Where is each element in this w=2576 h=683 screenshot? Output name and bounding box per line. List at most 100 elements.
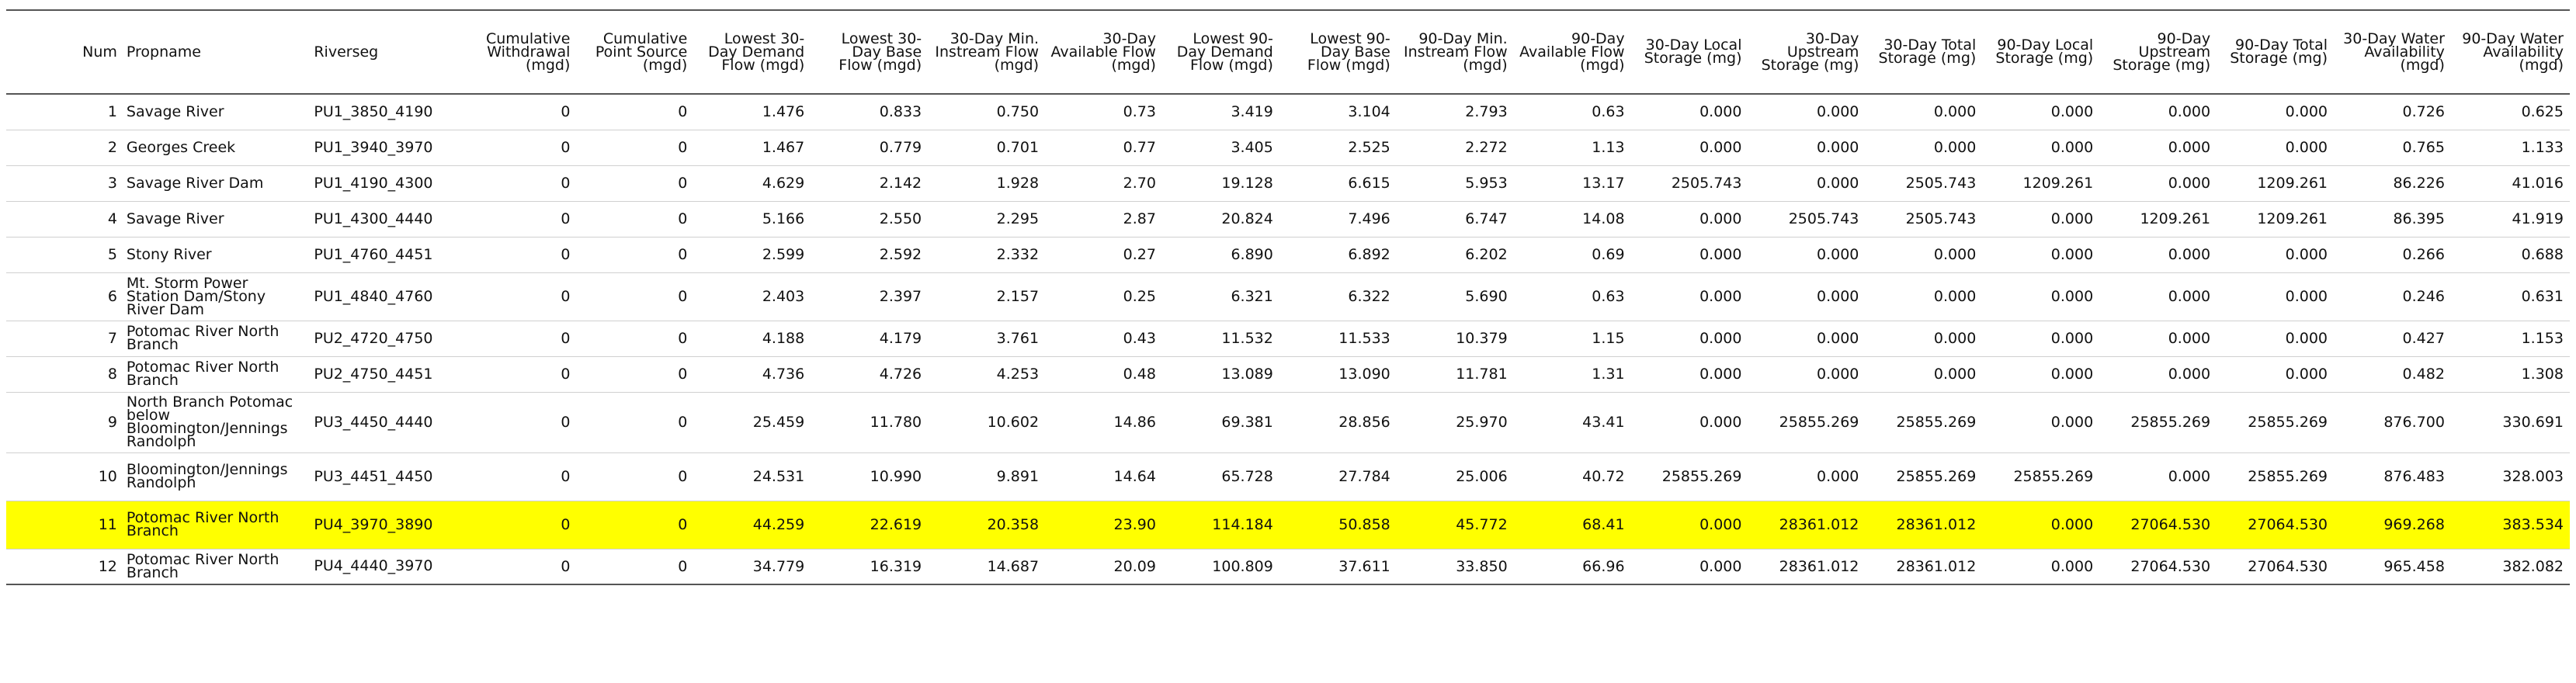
table-cell: 0.000: [1748, 130, 1866, 166]
table-cell: 50.858: [1279, 501, 1397, 550]
table-cell: Mt. Storm Power Station Dam/Stony River …: [123, 272, 311, 321]
table-cell: 2.599: [693, 237, 811, 273]
table-cell: 0.266: [2334, 237, 2451, 273]
table-cell: 0.000: [1865, 94, 1983, 130]
table-cell: 14.64: [1045, 452, 1162, 501]
column-header: Lowest 90-Day Base Flow (mgd): [1279, 9, 1397, 95]
table-cell: 13.089: [1161, 356, 1279, 393]
table-cell: 5.166: [693, 201, 811, 237]
table-cell: 0.27: [1045, 237, 1162, 273]
column-header: 90-Day Upstream Storage (mg): [2099, 9, 2217, 95]
table-cell: 2.70: [1045, 165, 1162, 202]
table-row: 8 Potomac River North Branch PU2_4750_4451…: [6, 356, 2570, 393]
table-cell: 0.000: [2217, 321, 2335, 357]
table-cell: 1.476: [693, 94, 811, 130]
table-cell: 0: [576, 356, 694, 393]
table-cell: PU3_4451_4450: [311, 452, 460, 501]
table-cell: 1.133: [2450, 130, 2570, 166]
table-row: 6 Mt. Storm Power Station Dam/Stony River…: [6, 272, 2570, 321]
table-cell: 2.525: [1279, 130, 1397, 166]
table-cell: 0: [576, 130, 694, 166]
table-cell: 0: [459, 452, 577, 501]
table-cell: 44.259: [693, 501, 811, 550]
table-cell: 328.003: [2450, 452, 2570, 501]
column-header: Cumulative Point Source (mgd): [576, 9, 694, 95]
table-cell: 0.000: [2217, 272, 2335, 321]
table-cell: 28361.012: [1748, 549, 1866, 585]
table-cell: 0: [459, 321, 577, 357]
table-cell: 383.534: [2450, 501, 2570, 550]
table-cell: 0.000: [1865, 272, 1983, 321]
column-header: 30-Day Available Flow (mgd): [1045, 9, 1162, 95]
table-row: 2 Georges Creek PU1_3940_3970 0 0 1.467 0.779 0…: [6, 130, 2570, 166]
table-cell: 0.43: [1045, 321, 1162, 357]
table-cell: 1.13: [1513, 130, 1631, 166]
table-cell: 0.000: [2099, 130, 2217, 166]
table-cell: 1.153: [2450, 321, 2570, 357]
table-cell: 2.403: [693, 272, 811, 321]
table-cell: Savage River Dam: [123, 165, 311, 202]
table-cell: 0.000: [1630, 392, 1748, 453]
table-cell: 2.592: [811, 237, 929, 273]
table-row: 4 Savage River PU1_4300_4440 0 0 5.166 2.550 2.…: [6, 201, 2570, 237]
column-header: 90-Day Available Flow (mgd): [1513, 9, 1631, 95]
column-header: 30-Day Local Storage (mg): [1630, 9, 1748, 95]
table-cell: 69.381: [1161, 392, 1279, 453]
column-header: 90-Day Min. Instream Flow (mgd): [1396, 9, 1514, 95]
table-cell: 25855.269: [1865, 392, 1983, 453]
table-cell: 14.86: [1045, 392, 1162, 453]
table-cell: 0.000: [1865, 130, 1983, 166]
table-cell: 1: [6, 94, 123, 130]
table-cell: 27064.530: [2217, 549, 2335, 585]
table-cell: 0.000: [1748, 237, 1866, 273]
column-header: Propname: [123, 9, 311, 95]
table-cell: 2.332: [928, 237, 1046, 273]
table-cell: 330.691: [2450, 392, 2570, 453]
table-cell: 2505.743: [1748, 201, 1866, 237]
table-cell: 2.157: [928, 272, 1046, 321]
table-cell: 0: [459, 392, 577, 453]
table-cell: 0.000: [1982, 201, 2100, 237]
table-cell: 0.000: [1865, 237, 1983, 273]
table-row-highlighted: 11 Potomac River North Branch PU4_3970_389…: [6, 501, 2570, 550]
table-cell: 0.77: [1045, 130, 1162, 166]
table-cell: 0.000: [1630, 549, 1748, 585]
table-cell: 0.000: [2099, 452, 2217, 501]
table-cell: 0.69: [1513, 237, 1631, 273]
table-cell: 114.184: [1161, 501, 1279, 550]
table-cell: 0: [576, 392, 694, 453]
table-cell: 2.87: [1045, 201, 1162, 237]
table-cell: 0.000: [1630, 321, 1748, 357]
table-cell: 9: [6, 392, 123, 453]
table-cell: 27064.530: [2099, 501, 2217, 550]
table-cell: 0.000: [1982, 501, 2100, 550]
table-cell: 0: [459, 130, 577, 166]
table-cell: 43.41: [1513, 392, 1631, 453]
table-cell: 2.397: [811, 272, 929, 321]
table-cell: 25855.269: [2217, 452, 2335, 501]
column-header: Lowest 30-Day Base Flow (mgd): [811, 9, 929, 95]
table-row: 3 Savage River Dam PU1_4190_4300 0 0 4.629 2.1…: [6, 165, 2570, 202]
table-cell: 27.784: [1279, 452, 1397, 501]
table-cell: 876.700: [2334, 392, 2451, 453]
table-cell: 6.892: [1279, 237, 1397, 273]
table-cell: 0.48: [1045, 356, 1162, 393]
table-cell: PU1_4300_4440: [311, 201, 460, 237]
table-cell: 3.419: [1161, 94, 1279, 130]
table-cell: 0: [576, 452, 694, 501]
table-cell: 0.000: [1630, 501, 1748, 550]
table-cell: 2.142: [811, 165, 929, 202]
table-cell: 2505.743: [1630, 165, 1748, 202]
table-cell: 25.006: [1396, 452, 1514, 501]
table-cell: 0.246: [2334, 272, 2451, 321]
table-cell: 1209.261: [2217, 165, 2335, 202]
table-cell: 16.319: [811, 549, 929, 585]
column-header: 30-Day Total Storage (mg): [1865, 9, 1983, 95]
table-cell: 1.31: [1513, 356, 1631, 393]
table-cell: 0.000: [1630, 356, 1748, 393]
table-cell: 0.779: [811, 130, 929, 166]
table-cell: 0.482: [2334, 356, 2451, 393]
table-cell: 3.104: [1279, 94, 1397, 130]
table-cell: Potomac River North Branch: [123, 549, 311, 585]
table-cell: 66.96: [1513, 549, 1631, 585]
